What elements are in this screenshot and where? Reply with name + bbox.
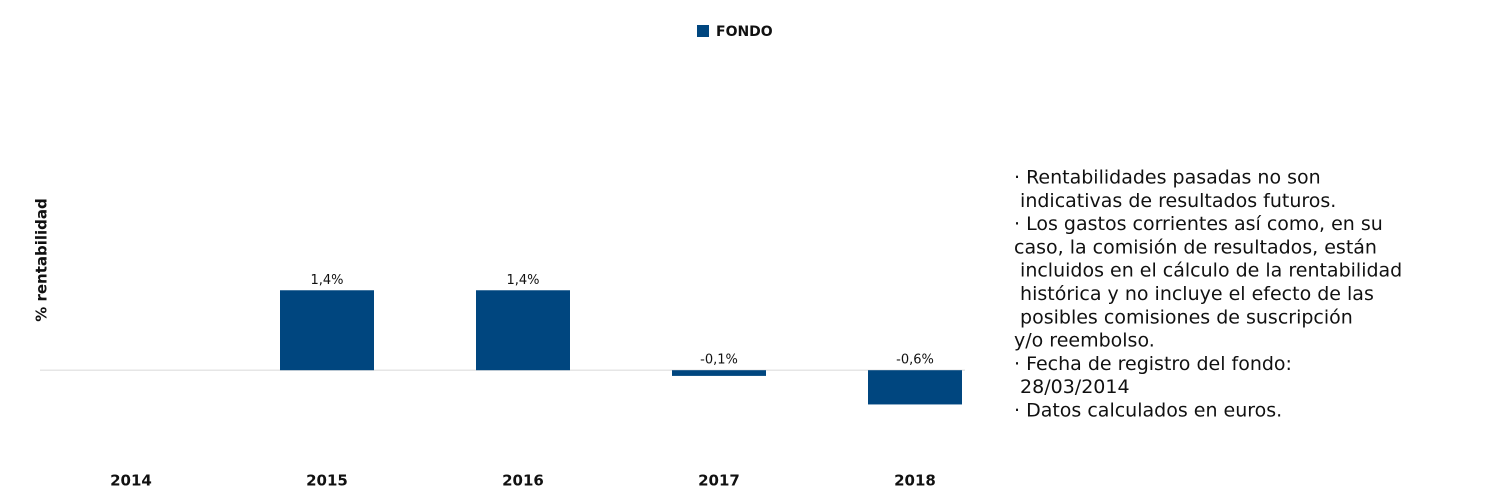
note-line: incluidos en el cálculo de la rentabilid… [1014, 260, 1402, 282]
note-line: · Datos calculados en euros. [1014, 400, 1282, 422]
x-tick-label: 2014 [110, 472, 152, 490]
value-label: 1,4% [310, 273, 343, 288]
note-line: posibles comisiones de suscripción [1014, 306, 1353, 328]
note-line: caso, la comisión de resultados, están [1014, 236, 1377, 258]
note-line: · Fecha de registro del fondo: [1014, 353, 1292, 375]
x-tick-label: 2016 [502, 472, 544, 490]
y-axis-label: % rentabilidad [33, 198, 51, 322]
note-line: histórica y no incluye el efecto de las [1014, 283, 1374, 305]
legend-swatch [697, 25, 709, 37]
value-label: 1,4% [506, 273, 539, 288]
bar [476, 290, 570, 371]
bar [280, 290, 374, 371]
legend-label: FONDO [716, 24, 773, 40]
note-line: · Rentabilidades pasadas no son [1014, 167, 1321, 189]
note-line: 28/03/2014 [1014, 376, 1130, 398]
note-line: · Los gastos corrientes así como, en su [1014, 213, 1383, 235]
note-line: indicativas de resultados futuros. [1014, 190, 1336, 212]
x-tick-label: 2017 [698, 472, 740, 490]
value-label: -0,1% [700, 353, 738, 368]
x-tick-label: 2018 [894, 472, 936, 490]
bar [672, 370, 766, 376]
note-line: y/o reembolso. [1014, 330, 1155, 352]
bar [868, 370, 962, 405]
value-label: -0,6% [896, 353, 934, 368]
x-tick-label: 2015 [306, 472, 348, 490]
